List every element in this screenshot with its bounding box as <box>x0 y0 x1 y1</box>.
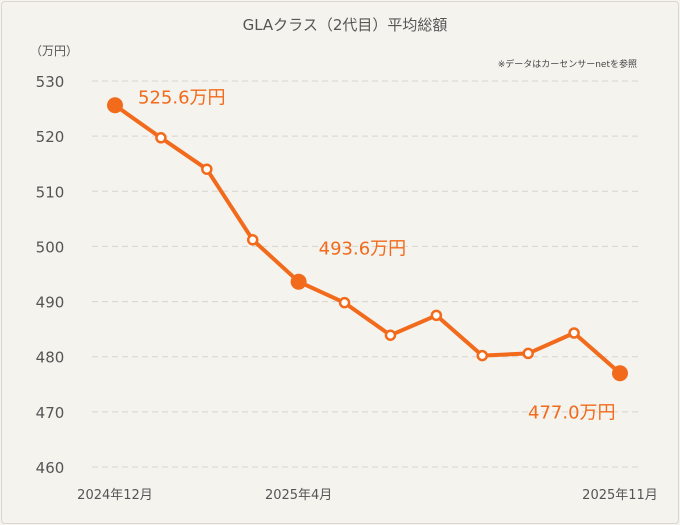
gridlines <box>92 80 642 468</box>
y-axis-ticks: 460 470 480 490 500 510 520 530 <box>36 73 65 477</box>
x-tick-label-11: 2025年11月 <box>582 488 658 503</box>
x-tick-label-0: 2024年12月 <box>77 488 153 503</box>
x-axis-ticks: 2024年12月 2025年4月 2025年11月 <box>77 488 658 503</box>
annotation-0: 525.6万円 <box>138 87 226 108</box>
data-point-1 <box>155 132 167 144</box>
y-tick-label-530: 530 <box>36 73 65 91</box>
data-point-7 <box>430 309 443 322</box>
series-line <box>113 103 622 376</box>
y-tick-label-460: 460 <box>36 459 65 477</box>
data-point-highlight-11 <box>612 365 628 382</box>
data-point-6 <box>384 329 397 341</box>
data-point-10 <box>568 327 580 339</box>
data-point-9 <box>522 347 534 360</box>
y-axis-unit: （万円） <box>30 44 78 58</box>
data-point-highlight-0 <box>107 97 123 114</box>
y-tick-label-500: 500 <box>36 238 65 256</box>
data-point-2 <box>201 163 213 175</box>
annotation-4: 493.6万円 <box>319 239 407 260</box>
y-tick-label-490: 490 <box>36 294 65 312</box>
y-tick-label-510: 510 <box>36 183 65 201</box>
y-tick-label-520: 520 <box>36 128 65 146</box>
data-point-5 <box>338 296 351 309</box>
y-tick-label-470: 470 <box>36 404 65 422</box>
data-point-highlight-4 <box>290 273 307 290</box>
data-points <box>107 97 628 382</box>
data-point-3 <box>246 234 259 246</box>
annotation-11: 477.0万円 <box>528 402 616 423</box>
annotations: 525.6万円 493.6万円 477.0万円 <box>138 87 616 423</box>
data-point-8 <box>476 349 489 362</box>
y-tick-label-480: 480 <box>36 349 65 367</box>
x-tick-label-4: 2025年4月 <box>265 488 332 503</box>
source-note: ※データはカーセンサーnetを参照 <box>498 58 637 70</box>
chart-title: GLAクラス（2代目）平均総額 <box>243 16 448 34</box>
